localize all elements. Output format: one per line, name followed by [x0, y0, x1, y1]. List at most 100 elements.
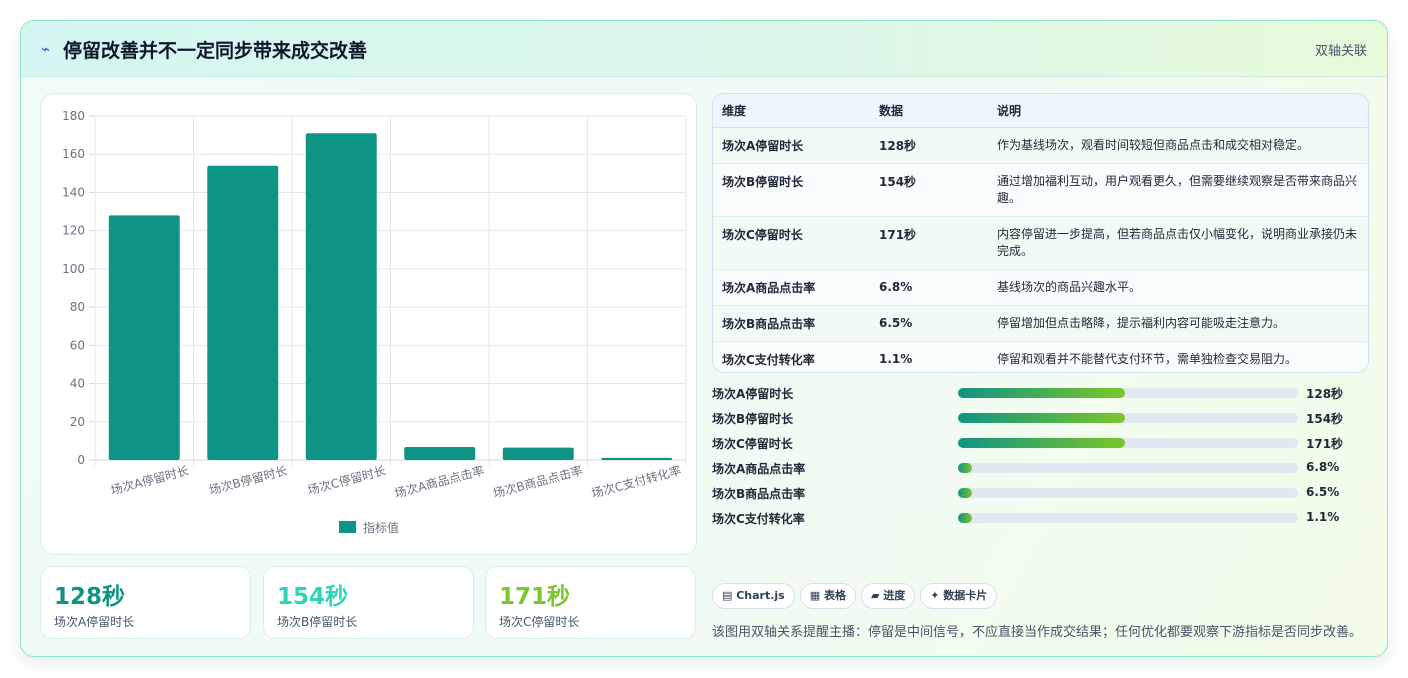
- table-cell-dimension: 场次A停留时长: [713, 127, 870, 164]
- progress-fill: [958, 438, 1125, 448]
- progress-value: 171秒: [1306, 437, 1344, 451]
- legend-label: 指标值: [363, 520, 399, 535]
- table-row: 场次A停留时长 128秒 作为基线场次，观看时间较短但商品点击和成交相对稳定。: [713, 127, 1368, 164]
- bar: [305, 133, 377, 460]
- y-tick-label: 180: [62, 109, 85, 123]
- progress-track: [958, 513, 1298, 523]
- pill-data-cards[interactable]: ✦ 数据卡片: [920, 583, 998, 609]
- table-cell-data: 6.8%: [870, 269, 988, 306]
- progress-label: 场次A停留时长: [712, 387, 794, 401]
- progress-track: [958, 488, 1298, 498]
- y-tick-label: 160: [62, 147, 85, 161]
- table-cell-data: 6.5%: [870, 305, 988, 342]
- bar: [108, 215, 180, 460]
- bolt-icon: ⌁: [41, 40, 51, 58]
- x-tick-label: 场次C支付转化率: [590, 462, 683, 500]
- progress-fill: [958, 388, 1125, 398]
- table-cell-dimension: 场次A商品点击率: [713, 269, 870, 306]
- x-tick-label: 场次A停留时长: [109, 462, 190, 497]
- table-cell-dimension: 场次C停留时长: [713, 216, 870, 270]
- progress-label: 场次C停留时长: [712, 437, 793, 451]
- progress-row: 场次C支付转化率 1.1%: [712, 508, 1369, 533]
- progress-fill: [958, 413, 1125, 423]
- y-tick-label: 120: [62, 224, 85, 238]
- header-tag: 双轴关联: [1314, 44, 1367, 59]
- data-table: 维度 数据 说明 场次A停留时长 128秒 作为基线场次，观看时间较短但商品点击…: [712, 93, 1369, 373]
- pill-progress[interactable]: ▰ 进度: [860, 583, 916, 609]
- kpi-value: 171秒: [499, 584, 571, 610]
- y-tick-label: 20: [70, 415, 85, 429]
- table-row: 场次B停留时长 154秒 通过增加福利互动，用户观看更久，但需要继续观察是否带来…: [713, 163, 1368, 217]
- progress-row: 场次B商品点击率 6.5%: [712, 483, 1369, 508]
- progress-fill: [958, 488, 972, 498]
- table-cell-data: 128秒: [870, 127, 988, 164]
- kpi-label: 场次C停留时长: [499, 615, 580, 629]
- progress-label: 场次B商品点击率: [712, 487, 806, 501]
- pill-chartjs[interactable]: ▤ Chart.js: [712, 583, 795, 609]
- progress-fill: [958, 513, 972, 523]
- x-tick-label: 场次B停留时长: [207, 462, 288, 497]
- table-cell-data: 154秒: [870, 163, 988, 217]
- x-tick-label: 场次C停留时长: [306, 462, 388, 497]
- progress-label: 场次C支付转化率: [712, 512, 805, 526]
- progress-row: 场次A停留时长 128秒: [712, 383, 1369, 408]
- progress-track: [958, 438, 1298, 448]
- bar: [502, 447, 574, 460]
- progress-track: [958, 463, 1298, 473]
- x-tick-label: 场次A商品点击率: [393, 462, 486, 500]
- kpi-label: 场次B停留时长: [277, 615, 358, 629]
- y-tick-label: 40: [70, 377, 85, 391]
- progress-label: 场次A商品点击率: [712, 462, 806, 476]
- bar: [601, 457, 673, 460]
- progress-value: 1.1%: [1306, 510, 1340, 524]
- progress-list: 场次A停留时长 128秒 场次B停留时长 154秒 场次C停留时长 171秒 场…: [712, 383, 1369, 533]
- table-cell-dimension: 场次B商品点击率: [713, 305, 870, 342]
- table-row: 场次A商品点击率 6.8% 基线场次的商品兴趣水平。: [713, 269, 1368, 306]
- table-row: 场次C停留时长 171秒 内容停留进一步提高，但若商品点击仅小幅变化，说明商业承…: [713, 216, 1368, 270]
- progress-fill: [958, 463, 972, 473]
- bar: [404, 447, 476, 460]
- card-header: ⌁ 停留改善并不一定同步带来成交改善 双轴关联: [21, 21, 1387, 77]
- table-cell-data: 1.1%: [870, 341, 988, 372]
- progress-value: 154秒: [1306, 412, 1344, 426]
- kpi-value: 128秒: [54, 584, 126, 610]
- table-row: 场次B商品点击率 6.5% 停留增加但点击略降，提示福利内容可能吸走注意力。: [713, 305, 1368, 342]
- kpi-card-b: 154秒 场次B停留时长: [263, 566, 474, 639]
- table-cell-desc: 停留增加但点击略降，提示福利内容可能吸走注意力。: [988, 305, 1368, 342]
- progress-row: 场次B停留时长 154秒: [712, 408, 1369, 433]
- tech-pills: ▤ Chart.js ▦ 表格 ▰ 进度 ✦ 数据卡片: [712, 583, 1002, 609]
- progress-row: 场次A商品点击率 6.8%: [712, 458, 1369, 483]
- y-tick-label: 60: [70, 338, 85, 352]
- table-cell-data: 171秒: [870, 216, 988, 270]
- x-tick-label: 场次B商品点击率: [491, 462, 584, 500]
- y-tick-label: 100: [62, 262, 85, 276]
- kpi-label: 场次A停留时长: [54, 615, 135, 629]
- table-cell-desc: 通过增加福利互动，用户观看更久，但需要继续观察是否带来商品兴趣。: [988, 163, 1368, 217]
- progress-track: [958, 413, 1298, 423]
- progress-row: 场次C停留时长 171秒: [712, 433, 1369, 458]
- column-header-desc: 说明: [988, 94, 1368, 128]
- progress-track: [958, 388, 1298, 398]
- footer-note: 该图用双轴关系提醒主播：停留是中间信号，不应直接当作成交结果；任何优化都要观察下…: [712, 625, 1363, 640]
- table-row: 场次C支付转化率 1.1% 停留和观看并不能替代支付环节，需单独检查交易阻力。: [713, 341, 1368, 372]
- kpi-value: 154秒: [277, 584, 349, 610]
- legend-swatch: [339, 521, 356, 533]
- table-cell-desc: 作为基线场次，观看时间较短但商品点击和成交相对稳定。: [988, 127, 1368, 164]
- kpi-card-a: 128秒 场次A停留时长: [40, 566, 251, 639]
- table-cell-desc: 基线场次的商品兴趣水平。: [988, 269, 1368, 306]
- y-tick-label: 80: [70, 300, 85, 314]
- table-cell-desc: 内容停留进一步提高，但若商品点击仅小幅变化，说明商业承接仍未完成。: [988, 216, 1368, 270]
- y-tick-label: 0: [77, 453, 85, 467]
- y-tick-label: 140: [62, 185, 85, 199]
- dashboard-card: ⌁ 停留改善并不一定同步带来成交改善 双轴关联 0 20 40 60 80 100 120 1…: [20, 20, 1388, 657]
- pill-table[interactable]: ▦ 表格: [799, 583, 856, 609]
- kpi-card-c: 171秒 场次C停留时长: [485, 566, 696, 639]
- progress-value: 6.8%: [1306, 460, 1340, 474]
- progress-value: 128秒: [1306, 387, 1344, 401]
- bar: [207, 165, 279, 460]
- page-title: 停留改善并不一定同步带来成交改善: [63, 40, 368, 62]
- bar-chart-panel: 0 20 40 60 80 100 120 140 160 180 场次A停留时长 场次B停留时长 场次…: [40, 93, 697, 555]
- progress-value: 6.5%: [1306, 485, 1340, 499]
- column-header-data: 数据: [870, 94, 988, 128]
